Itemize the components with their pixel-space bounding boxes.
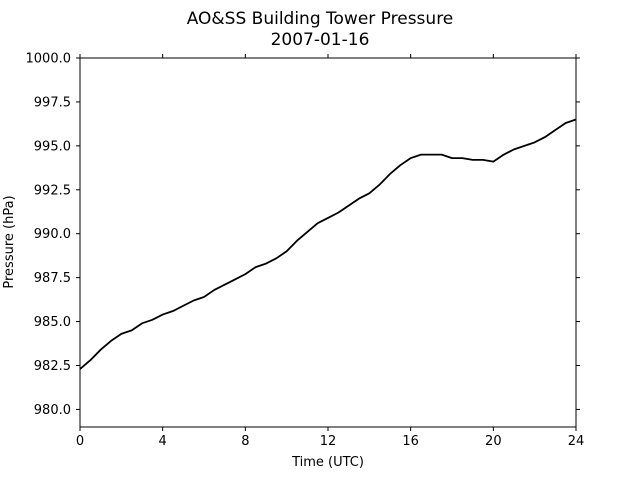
y-tick-label: 982.5 bbox=[34, 359, 71, 374]
x-tick-label: 16 bbox=[402, 434, 419, 449]
y-tick-label: 990.0 bbox=[34, 227, 71, 242]
pressure-series-line bbox=[79, 118, 577, 370]
axis-ticks bbox=[76, 54, 580, 431]
x-axis-label: Time (UTC) bbox=[291, 455, 364, 470]
y-tick-label: 980.0 bbox=[34, 403, 71, 418]
chart-subtitle: 2007-01-16 bbox=[271, 30, 370, 50]
x-tick-label: 8 bbox=[241, 434, 249, 449]
y-tick-label: 992.5 bbox=[34, 183, 71, 198]
x-tick-label: 20 bbox=[485, 434, 502, 449]
x-tick-label: 12 bbox=[320, 434, 337, 449]
y-axis-label: Pressure (hPa) bbox=[2, 195, 17, 288]
y-tick-label: 987.5 bbox=[34, 271, 71, 286]
x-tick-label: 24 bbox=[568, 434, 585, 449]
y-tick-label: 995.0 bbox=[34, 139, 71, 154]
x-tick-label: 0 bbox=[76, 434, 84, 449]
y-tick-label: 997.5 bbox=[34, 95, 71, 110]
x-tick-label: 4 bbox=[159, 434, 167, 449]
y-tick-label: 1000.0 bbox=[26, 52, 72, 67]
plot-area-frame bbox=[79, 57, 577, 428]
y-tick-label: 985.0 bbox=[34, 315, 71, 330]
chart-title: AO&SS Building Tower Pressure bbox=[187, 9, 454, 29]
axis-tick-labels: 0 4 8 12 16 20 24 980.0 982.5 985.0 987.5 990.0 992.… bbox=[26, 52, 585, 450]
